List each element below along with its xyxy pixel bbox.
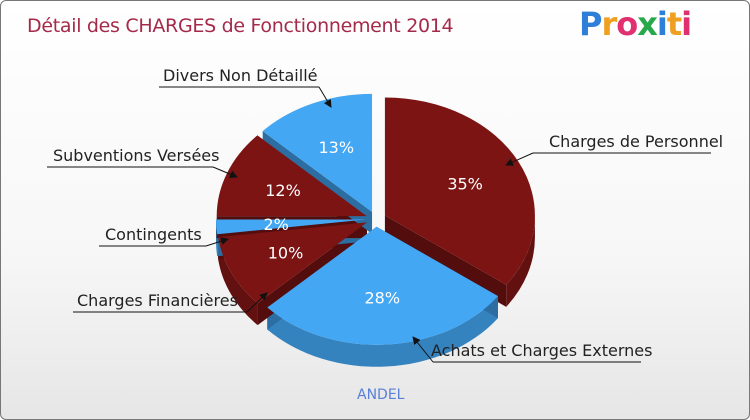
callout-arrow: [505, 152, 534, 166]
logo-letter: o: [616, 5, 638, 43]
commune-name: ANDEL: [357, 387, 405, 403]
callout-label: Contingents: [105, 225, 202, 244]
logo-letter: x: [637, 5, 658, 43]
pie-percent-label: 10%: [268, 243, 304, 262]
logo-letter: t: [666, 5, 682, 43]
pie-slice[interactable]: [384, 97, 535, 285]
pie-percent-label: 13%: [319, 138, 355, 157]
pie-slice[interactable]: [216, 219, 367, 235]
callout-label: Subventions Versées: [53, 146, 219, 165]
logo-letter: r: [601, 5, 617, 43]
logo-letter: P: [579, 5, 602, 43]
logo-letter: i: [656, 5, 668, 43]
pie-percent-labels: 35% 28% 10% 2% 12% 13%: [264, 138, 483, 308]
callout-arrow: [318, 86, 332, 108]
callout-label: Divers Non Détaillé: [163, 66, 317, 85]
callout-arrow: [412, 336, 434, 363]
pie-slice-side: [218, 237, 258, 326]
pie-percent-label: 2%: [264, 215, 289, 234]
pie-slice-side: [506, 215, 535, 307]
pie-slice-tops: [216, 93, 535, 345]
pie-slice[interactable]: [218, 222, 367, 304]
callout-arrow: [205, 237, 229, 247]
callout-label: Achats et Charges Externes: [431, 341, 652, 360]
pie-percent-label: 35%: [447, 174, 483, 193]
pie-slice[interactable]: [216, 135, 367, 217]
pie-callouts: Charges de Personnel Achats et Charges Ex…: [47, 66, 723, 363]
pie-slice[interactable]: [267, 226, 498, 345]
callout-arrow: [246, 292, 268, 313]
proxiti-logo[interactable]: Proxiti: [579, 5, 692, 43]
pie-slice[interactable]: [262, 93, 373, 212]
logo-letter: i: [681, 5, 692, 43]
pie-percent-label: 28%: [364, 288, 400, 307]
callout-label: Charges Financières: [77, 291, 238, 310]
chart-title: Détail des CHARGES de Fonctionnement 201…: [27, 15, 454, 37]
callout-label: Charges de Personnel: [549, 132, 723, 151]
pie-slice-side: [267, 296, 498, 367]
callout-arrow: [212, 166, 238, 178]
pie-percent-label: 12%: [265, 181, 301, 200]
